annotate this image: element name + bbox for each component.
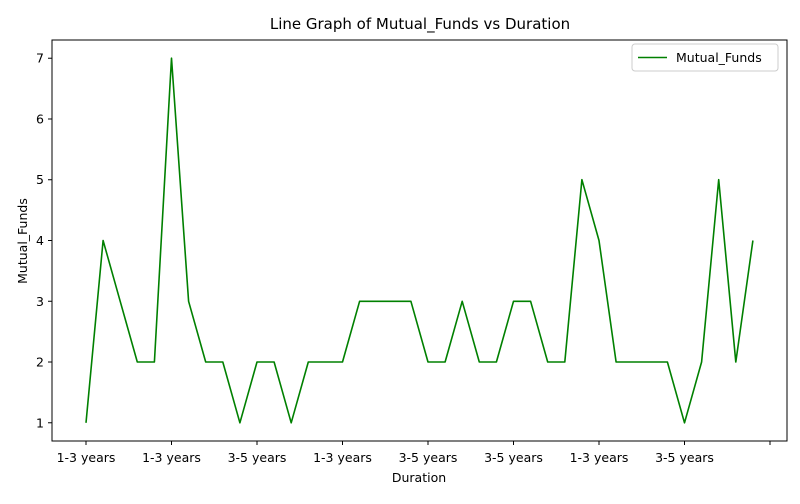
x-tick-label: 3-5 years bbox=[484, 450, 543, 465]
legend: Mutual_Funds bbox=[631, 43, 779, 72]
x-axis-label: Duration bbox=[392, 470, 446, 485]
x-tick-label: 3-5 years bbox=[655, 450, 714, 465]
legend-label-mutual-funds: Mutual_Funds bbox=[676, 50, 762, 65]
x-tick-label: 1-3 years bbox=[313, 450, 372, 465]
y-axis-label: Mutual_Funds bbox=[15, 198, 30, 284]
y-tick-label: 6 bbox=[36, 111, 44, 126]
y-tick-label: 3 bbox=[36, 294, 44, 309]
x-axis: 1-3 years 1-3 years 3-5 years 1-3 years 3-5 … bbox=[57, 441, 771, 465]
y-tick-label: 4 bbox=[36, 233, 44, 248]
x-tick-label: 1-3 years bbox=[142, 450, 201, 465]
y-axis: 1 2 3 4 5 6 7 bbox=[36, 51, 52, 430]
y-tick-label: 7 bbox=[36, 51, 44, 66]
legend-box bbox=[631, 43, 779, 72]
y-tick-label: 1 bbox=[36, 415, 44, 430]
x-tick-label: 3-5 years bbox=[228, 450, 287, 465]
x-tick-label: 1-3 years bbox=[570, 450, 629, 465]
x-tick-label: 3-5 years bbox=[399, 450, 458, 465]
y-tick-label: 5 bbox=[36, 172, 44, 187]
chart-title: Line Graph of Mutual_Funds vs Duration bbox=[270, 15, 570, 34]
x-tick-label: 1-3 years bbox=[57, 450, 116, 465]
y-tick-label: 2 bbox=[36, 355, 44, 370]
series-line-mutual-funds bbox=[85, 57, 754, 424]
